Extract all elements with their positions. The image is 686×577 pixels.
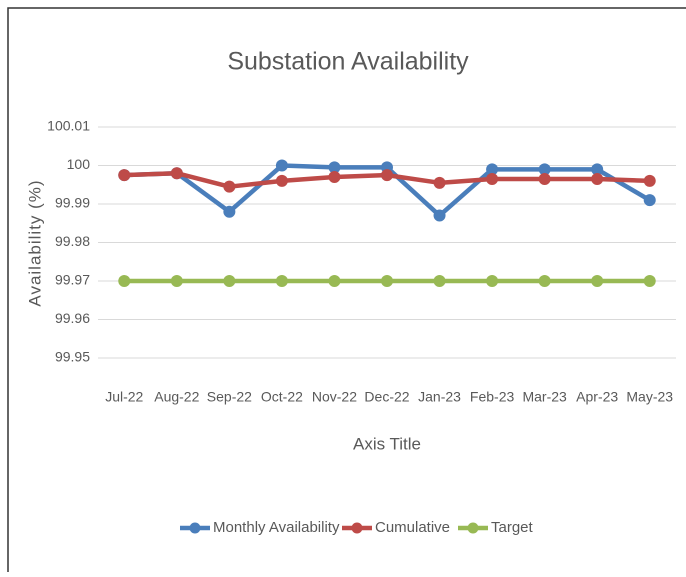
point <box>118 169 131 182</box>
chart-title: Substation Availability <box>227 48 469 76</box>
x-tick-label: May-23 <box>626 389 673 405</box>
point <box>591 275 604 287</box>
y-tick-label: 99.99 <box>55 195 90 211</box>
legend-marker <box>467 522 479 534</box>
point <box>433 275 446 287</box>
point <box>381 275 393 287</box>
point <box>643 174 656 187</box>
point <box>643 275 656 287</box>
point <box>118 275 131 287</box>
point <box>328 161 341 174</box>
point <box>591 172 604 185</box>
point <box>275 174 288 187</box>
point <box>486 275 499 287</box>
point <box>170 167 183 180</box>
x-tick-label: Feb-23 <box>470 389 515 405</box>
point <box>538 172 551 185</box>
x-tick-label: Jan-23 <box>418 389 461 405</box>
x-tick-label: Mar-23 <box>522 389 567 405</box>
point <box>538 163 551 176</box>
x-tick-label: Jul-22 <box>105 389 143 405</box>
point <box>381 169 393 182</box>
x-tick-label: Dec-22 <box>364 389 409 405</box>
point <box>328 171 341 184</box>
legend-marker <box>351 522 363 534</box>
x-tick-label: Sep-22 <box>207 389 252 405</box>
point <box>591 163 604 176</box>
chart-frame <box>7 7 686 577</box>
point <box>170 275 183 287</box>
point <box>643 194 656 207</box>
y-tick-label: 99.95 <box>55 349 90 365</box>
x-tick-label: Aug-22 <box>154 389 199 405</box>
point <box>275 275 288 287</box>
point <box>433 176 446 189</box>
x-axis-title: Axis Title <box>353 434 421 453</box>
point <box>486 172 499 185</box>
y-tick-label: 100 <box>67 156 91 172</box>
y-tick-label: 99.98 <box>55 233 90 249</box>
point <box>328 275 341 287</box>
legend-marker <box>189 522 201 534</box>
y-axis-title: Availability (%) <box>25 179 44 306</box>
point <box>223 205 236 218</box>
point <box>275 159 288 172</box>
y-tick-label: 99.97 <box>55 272 90 288</box>
x-tick-label: Nov-22 <box>312 389 357 405</box>
x-tick-label: Oct-22 <box>261 389 303 405</box>
legend-label: Cumulative <box>375 519 450 536</box>
point <box>486 163 499 176</box>
legend-label: Target <box>491 519 534 536</box>
point <box>433 209 446 222</box>
y-tick-label: 99.96 <box>55 310 90 326</box>
legend-label: Monthly Availability <box>213 519 340 536</box>
y-tick-label: 100.01 <box>47 118 90 134</box>
point <box>223 275 236 287</box>
point <box>538 275 551 287</box>
x-tick-label: Apr-23 <box>576 389 618 405</box>
point <box>223 180 236 193</box>
